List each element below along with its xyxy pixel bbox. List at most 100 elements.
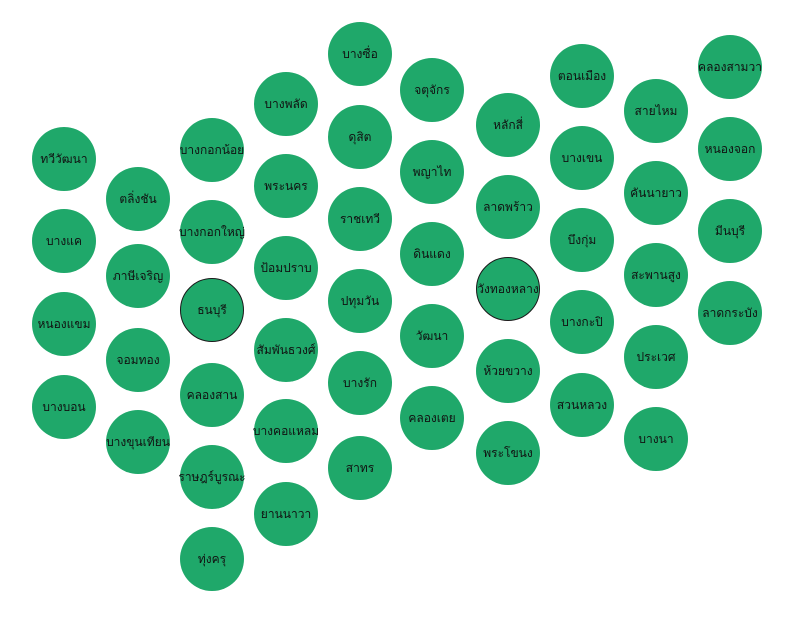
district-don-mueang[interactable]: ตอนเมือง — [550, 44, 614, 108]
district-bang-khae[interactable]: บางแค — [32, 209, 96, 273]
district-label: คลองเตย — [408, 410, 456, 425]
district-label: บางนา — [638, 431, 674, 446]
district-rat-burana[interactable]: ราษฎร์บูรณะ — [178, 445, 246, 509]
district-label: บางซื่อ — [342, 46, 378, 61]
district-label: ราษฎร์บูรณะ — [178, 469, 246, 484]
district-bang-khen[interactable]: บางเขน — [550, 126, 614, 190]
district-ratchathewi[interactable]: ราชเทวี — [328, 187, 392, 251]
district-label: ธนบุรี — [197, 302, 227, 317]
district-label: จตุจักร — [414, 82, 450, 97]
district-label: ลาดพร้าว — [483, 199, 533, 214]
district-phra-nakhon[interactable]: พระนคร — [254, 154, 318, 218]
district-label: บางแค — [46, 233, 82, 248]
district-label: หนองแขม — [37, 316, 91, 331]
district-khlong-toei[interactable]: คลองเตย — [400, 386, 464, 450]
district-bang-bon[interactable]: บางบอน — [32, 375, 96, 439]
district-thon-buri[interactable]: ธนบุรี — [180, 278, 244, 342]
district-min-buri[interactable]: มีนบุรี — [698, 199, 762, 263]
district-label: ตลิ่งชัน — [119, 191, 157, 206]
district-lak-si[interactable]: หลักสี่ — [476, 93, 540, 157]
district-label: บางกะปิ — [561, 314, 603, 329]
district-bang-rak[interactable]: บางรัก — [328, 351, 392, 415]
district-suan-luang[interactable]: สวนหลวง — [550, 373, 614, 437]
district-label: บางเขน — [561, 150, 603, 165]
district-label: วังทองหลาง — [477, 281, 539, 296]
district-taling-chan[interactable]: ตลิ่งชัน — [106, 167, 170, 231]
district-bueng-kum[interactable]: บึงกุ่ม — [550, 208, 614, 272]
district-lat-phrao[interactable]: ลาดพร้าว — [476, 175, 540, 239]
district-label: หลักสี่ — [493, 117, 523, 132]
district-label: ภาษีเจริญ — [112, 268, 164, 283]
district-khlong-sam-wa[interactable]: คลองสามวา — [698, 35, 762, 99]
district-bang-kho-laem[interactable]: บางคอแหลม — [252, 399, 320, 463]
district-thawi-watthana[interactable]: ทวีวัฒนา — [32, 127, 96, 191]
district-bang-khun-thian[interactable]: บางขุนเทียน — [106, 410, 170, 474]
district-watthana[interactable]: วัฒนา — [400, 304, 464, 368]
district-label: บางกอกน้อย — [179, 142, 245, 157]
district-label: ราชเทวี — [339, 211, 381, 226]
district-label: บางกอกใหญ่ — [179, 224, 245, 239]
district-phasi-charoen[interactable]: ภาษีเจริญ — [106, 244, 170, 308]
district-phra-khanong[interactable]: พระโขนง — [476, 421, 540, 485]
district-label: ทวีวัฒนา — [40, 151, 88, 166]
district-pom-prap[interactable]: ป้อมปราบ — [254, 236, 318, 300]
district-label: ยานนาวา — [260, 506, 312, 521]
district-huai-khwang[interactable]: ห้วยขวาง — [476, 339, 540, 403]
district-phaya-thai[interactable]: พญาไท — [400, 140, 464, 204]
district-bang-sue[interactable]: บางซื่อ — [328, 22, 392, 86]
district-sai-mai[interactable]: สายไหม — [624, 79, 688, 143]
district-chatuchak[interactable]: จตุจักร — [400, 58, 464, 122]
district-label: บางพลัด — [264, 96, 308, 111]
district-label: สายไหม — [634, 103, 678, 118]
district-din-daeng[interactable]: ดินแดง — [400, 222, 464, 286]
district-label: ห้วยขวาง — [483, 363, 533, 378]
district-yan-nawa[interactable]: ยานนาวา — [254, 482, 318, 546]
district-khlong-san[interactable]: คลองสาน — [180, 363, 244, 427]
district-pathum-wan[interactable]: ปทุมวัน — [328, 269, 392, 333]
district-bang-phlat[interactable]: บางพลัด — [254, 72, 318, 136]
district-lat-krabang[interactable]: ลาดกระบัง — [698, 281, 762, 345]
district-khan-na-yao[interactable]: คันนายาว — [624, 161, 688, 225]
district-label: บางคอแหลม — [252, 423, 320, 438]
district-label: คลองสามวา — [698, 59, 762, 74]
district-prawet[interactable]: ประเวศ — [624, 325, 688, 389]
district-saphan-sung[interactable]: สะพานสูง — [624, 243, 688, 307]
district-label: สะพานสูง — [631, 267, 681, 282]
district-label: ประเวศ — [636, 349, 676, 364]
district-label: สัมพันธวงศ์ — [256, 342, 316, 357]
district-label: ตอนเมือง — [557, 68, 607, 83]
district-label: ทุ่งครุ — [197, 551, 227, 566]
district-label: บึงกุ่ม — [567, 232, 597, 247]
district-thung-khru[interactable]: ทุ่งครุ — [180, 527, 244, 591]
district-label: มีนบุรี — [714, 223, 746, 238]
district-nong-khaem[interactable]: หนองแขม — [32, 292, 96, 356]
district-label: บางบอน — [42, 399, 86, 414]
district-label: บางรัก — [343, 375, 377, 390]
district-label: พญาไท — [412, 164, 452, 179]
district-dusit[interactable]: ดุสิต — [328, 105, 392, 169]
district-label: จอมทอง — [116, 352, 160, 367]
district-label: ลาดกระบัง — [702, 305, 758, 320]
district-wang-thonglang[interactable]: วังทองหลาง — [476, 257, 540, 321]
district-label: สาทร — [345, 460, 375, 475]
district-chom-thong[interactable]: จอมทอง — [106, 328, 170, 392]
district-label: หนองจอก — [704, 141, 756, 156]
district-bangkok-noi[interactable]: บางกอกน้อย — [180, 118, 244, 182]
district-label: พระโขนง — [483, 445, 533, 460]
district-bangkok-yai[interactable]: บางกอกใหญ่ — [179, 200, 245, 264]
district-bang-na[interactable]: บางนา — [624, 407, 688, 471]
district-label: บางขุนเทียน — [106, 434, 170, 449]
district-label: วัฒนา — [415, 328, 449, 343]
district-label: ปทุมวัน — [340, 293, 380, 308]
district-label: ดุสิต — [348, 129, 372, 144]
district-label: ดินแดง — [413, 246, 451, 261]
district-bang-kapi[interactable]: บางกะปิ — [550, 290, 614, 354]
district-label: สวนหลวง — [556, 397, 608, 412]
district-label: พระนคร — [264, 178, 308, 193]
district-label: คันนายาว — [630, 185, 682, 200]
district-sathon[interactable]: สาทร — [328, 436, 392, 500]
district-label: ป้อมปราบ — [260, 260, 312, 275]
district-samphanthawong[interactable]: สัมพันธวงศ์ — [254, 318, 318, 382]
district-nong-chok[interactable]: หนองจอก — [698, 117, 762, 181]
